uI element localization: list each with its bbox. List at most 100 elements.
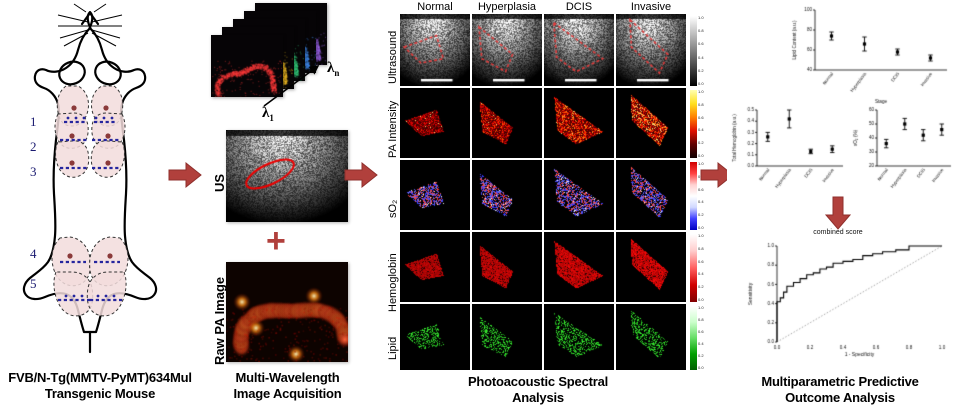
plus-symbol: + bbox=[266, 222, 286, 260]
cell-ultrasound-hyperplasia bbox=[472, 14, 542, 86]
colorbar-tick: 0.8 bbox=[698, 101, 704, 107]
colorbar-tick: 1.0 bbox=[698, 161, 704, 166]
colorbar-tick: 0.4 bbox=[698, 199, 704, 205]
cell-hemoglobin-hyperplasia bbox=[472, 232, 542, 302]
lipid-score-plot bbox=[787, 2, 955, 106]
colorbar-tick: 0.2 bbox=[698, 284, 704, 290]
colorbar-hot-ticks: 1.0 0.8 0.6 0.4 0.2 0.0 bbox=[698, 90, 712, 158]
colorbar-tick: 0.0 bbox=[698, 365, 704, 370]
mouse-caption: FVB/N-Tg(MMTV-PyMT)634Mul Transgenic Mou… bbox=[0, 370, 200, 402]
column-header-hyperplasia: Hyperplasia bbox=[477, 1, 537, 13]
row-label-ultrasound: Ultrasound bbox=[387, 30, 399, 84]
colorbar-tick: 1.0 bbox=[698, 305, 704, 310]
arrow-right-2 bbox=[344, 161, 378, 189]
colorbar-grayscale-ticks: 1.0 0.8 0.6 0.4 0.2 0.0 bbox=[698, 16, 712, 86]
arrow-down-combined bbox=[824, 196, 852, 230]
acquisition-caption-line2: Image Acquisition bbox=[233, 385, 342, 401]
ultrasound-image bbox=[226, 130, 348, 222]
cell-so2-normal bbox=[400, 160, 470, 230]
arrow-right-3 bbox=[700, 161, 734, 189]
outcome-analysis-panel: combined score bbox=[725, 0, 958, 372]
mouse-caption-line1: FVB/N-Tg(MMTV-PyMT)634Mul bbox=[8, 370, 192, 385]
colorbar-green-white: 1.0 0.8 0.6 0.4 0.2 0.0 bbox=[690, 306, 704, 370]
colorbar-tick: 0.6 bbox=[698, 186, 704, 192]
cell-lipid-hyperplasia bbox=[472, 304, 542, 370]
outcome-caption: Multiparametric Predictive Outcome Analy… bbox=[722, 374, 958, 406]
row-label-pa-intensity: PA Intensity bbox=[387, 100, 399, 158]
lambda-last-label: λn bbox=[327, 60, 340, 78]
colorbar-tick: 0.6 bbox=[698, 329, 704, 334]
colorbar-tick: 0.6 bbox=[698, 114, 704, 120]
colorbar-red-blue: 1.00.80.60.40.20.0 bbox=[690, 162, 704, 230]
row-label-so2: sO₂ bbox=[387, 199, 399, 218]
colorbar-tick: 1.0 bbox=[698, 15, 704, 20]
gland-number-4: 4 bbox=[30, 246, 37, 261]
cell-ultrasound-normal bbox=[400, 14, 470, 86]
us-row-label: US bbox=[212, 173, 227, 192]
spectral-caption-line1: Photoacoustic Spectral bbox=[467, 374, 609, 389]
raw-pa-image bbox=[226, 262, 348, 362]
colorbar-tick: 0.6 bbox=[698, 41, 704, 47]
colorbar-red-white-ticks: 1.0 0.8 0.6 0.4 0.2 0.0 bbox=[698, 234, 712, 302]
cell-pa-intensity-invasive bbox=[616, 88, 686, 158]
colorbar-tick: 0.4 bbox=[698, 127, 704, 133]
cell-hemoglobin-invasive bbox=[616, 232, 686, 302]
cell-lipid-normal bbox=[400, 304, 470, 370]
column-header-dcis: DCIS bbox=[565, 1, 593, 13]
colorbar-tick: 0.4 bbox=[698, 271, 704, 277]
column-header-invasive: Invasive bbox=[630, 1, 672, 13]
cell-pa-intensity-hyperplasia bbox=[472, 88, 542, 158]
outcome-caption-line2: Outcome Analysis bbox=[785, 389, 895, 405]
cell-lipid-invasive bbox=[616, 304, 686, 370]
cell-pa-intensity-normal bbox=[400, 88, 470, 158]
acquisition-caption-line1: Multi-Wavelength bbox=[235, 370, 340, 385]
combined-score-label: combined score bbox=[813, 229, 863, 236]
mouse-svg bbox=[22, 3, 158, 354]
colorbar-tick: 0.0 bbox=[698, 297, 704, 302]
colorbar-tick: 0.0 bbox=[698, 225, 704, 230]
outcome-caption-line1: Multiparametric Predictive bbox=[761, 374, 919, 389]
cell-so2-dcis bbox=[544, 160, 614, 230]
colorbar-red-white: 1.0 0.8 0.6 0.4 0.2 0.0 bbox=[690, 234, 704, 302]
spectral-caption-line2: Analysis bbox=[512, 389, 564, 405]
so2-plot bbox=[849, 104, 957, 200]
colorbar-tick: 0.6 bbox=[698, 258, 704, 264]
colorbar-tick: 0.0 bbox=[698, 81, 704, 86]
colorbar-tick: 0.2 bbox=[698, 140, 704, 146]
colorbar-tick: 0.2 bbox=[698, 353, 704, 358]
cell-ultrasound-dcis bbox=[544, 14, 614, 86]
colorbar-tick: 1.0 bbox=[698, 89, 704, 94]
colorbar-green-white-ticks: 1.0 0.8 0.6 0.4 0.2 0.0 bbox=[698, 306, 712, 370]
gland-number-3: 3 bbox=[30, 164, 37, 179]
cell-pa-intensity-dcis bbox=[544, 88, 614, 158]
spectral-analysis-panel: Normal Hyperplasia DCIS Invasive Ultraso… bbox=[378, 0, 704, 372]
cell-ultrasound-invasive bbox=[616, 14, 686, 86]
cell-lipid-dcis bbox=[544, 304, 614, 370]
colorbar-tick: 0.2 bbox=[698, 67, 704, 73]
arrow-right-1 bbox=[168, 161, 202, 189]
row-label-hemoglobin: Hemoglobin bbox=[387, 253, 399, 312]
cell-hemoglobin-normal bbox=[400, 232, 470, 302]
column-header-normal: Normal bbox=[417, 1, 453, 13]
colorbar-tick: 0.4 bbox=[698, 54, 704, 60]
spectral-caption: Photoacoustic Spectral Analysis bbox=[378, 374, 698, 406]
total-hemoglobin-plot bbox=[727, 104, 849, 200]
lambda-first-label: λ1 bbox=[262, 105, 274, 123]
gland-number-1: 1 bbox=[30, 114, 37, 129]
acquisition-caption: Multi-Wavelength Image Acquisition bbox=[200, 370, 375, 402]
colorbar-grayscale: 1.0 0.8 0.6 0.4 0.2 0.0 bbox=[690, 16, 704, 86]
mouse-schematic-panel: 1 2 3 4 5 bbox=[0, 0, 180, 355]
colorbar-tick: 0.2 bbox=[698, 212, 704, 218]
acquisition-panel: λ1 λn US + Raw PA Image bbox=[200, 0, 375, 372]
cell-hemoglobin-dcis bbox=[544, 232, 614, 302]
colorbar-tick: 0.0 bbox=[698, 153, 704, 158]
gland-number-2: 2 bbox=[30, 139, 37, 154]
cell-so2-hyperplasia bbox=[472, 160, 542, 230]
wavelength-arrow bbox=[263, 65, 320, 107]
roc-curve bbox=[735, 238, 950, 368]
colorbar-tick: 0.8 bbox=[698, 317, 704, 322]
colorbar-tick: 0.4 bbox=[698, 341, 704, 346]
row-label-lipid: Lipid bbox=[387, 336, 399, 360]
colorbar-hot: 1.0 0.8 0.6 0.4 0.2 0.0 bbox=[690, 90, 704, 158]
